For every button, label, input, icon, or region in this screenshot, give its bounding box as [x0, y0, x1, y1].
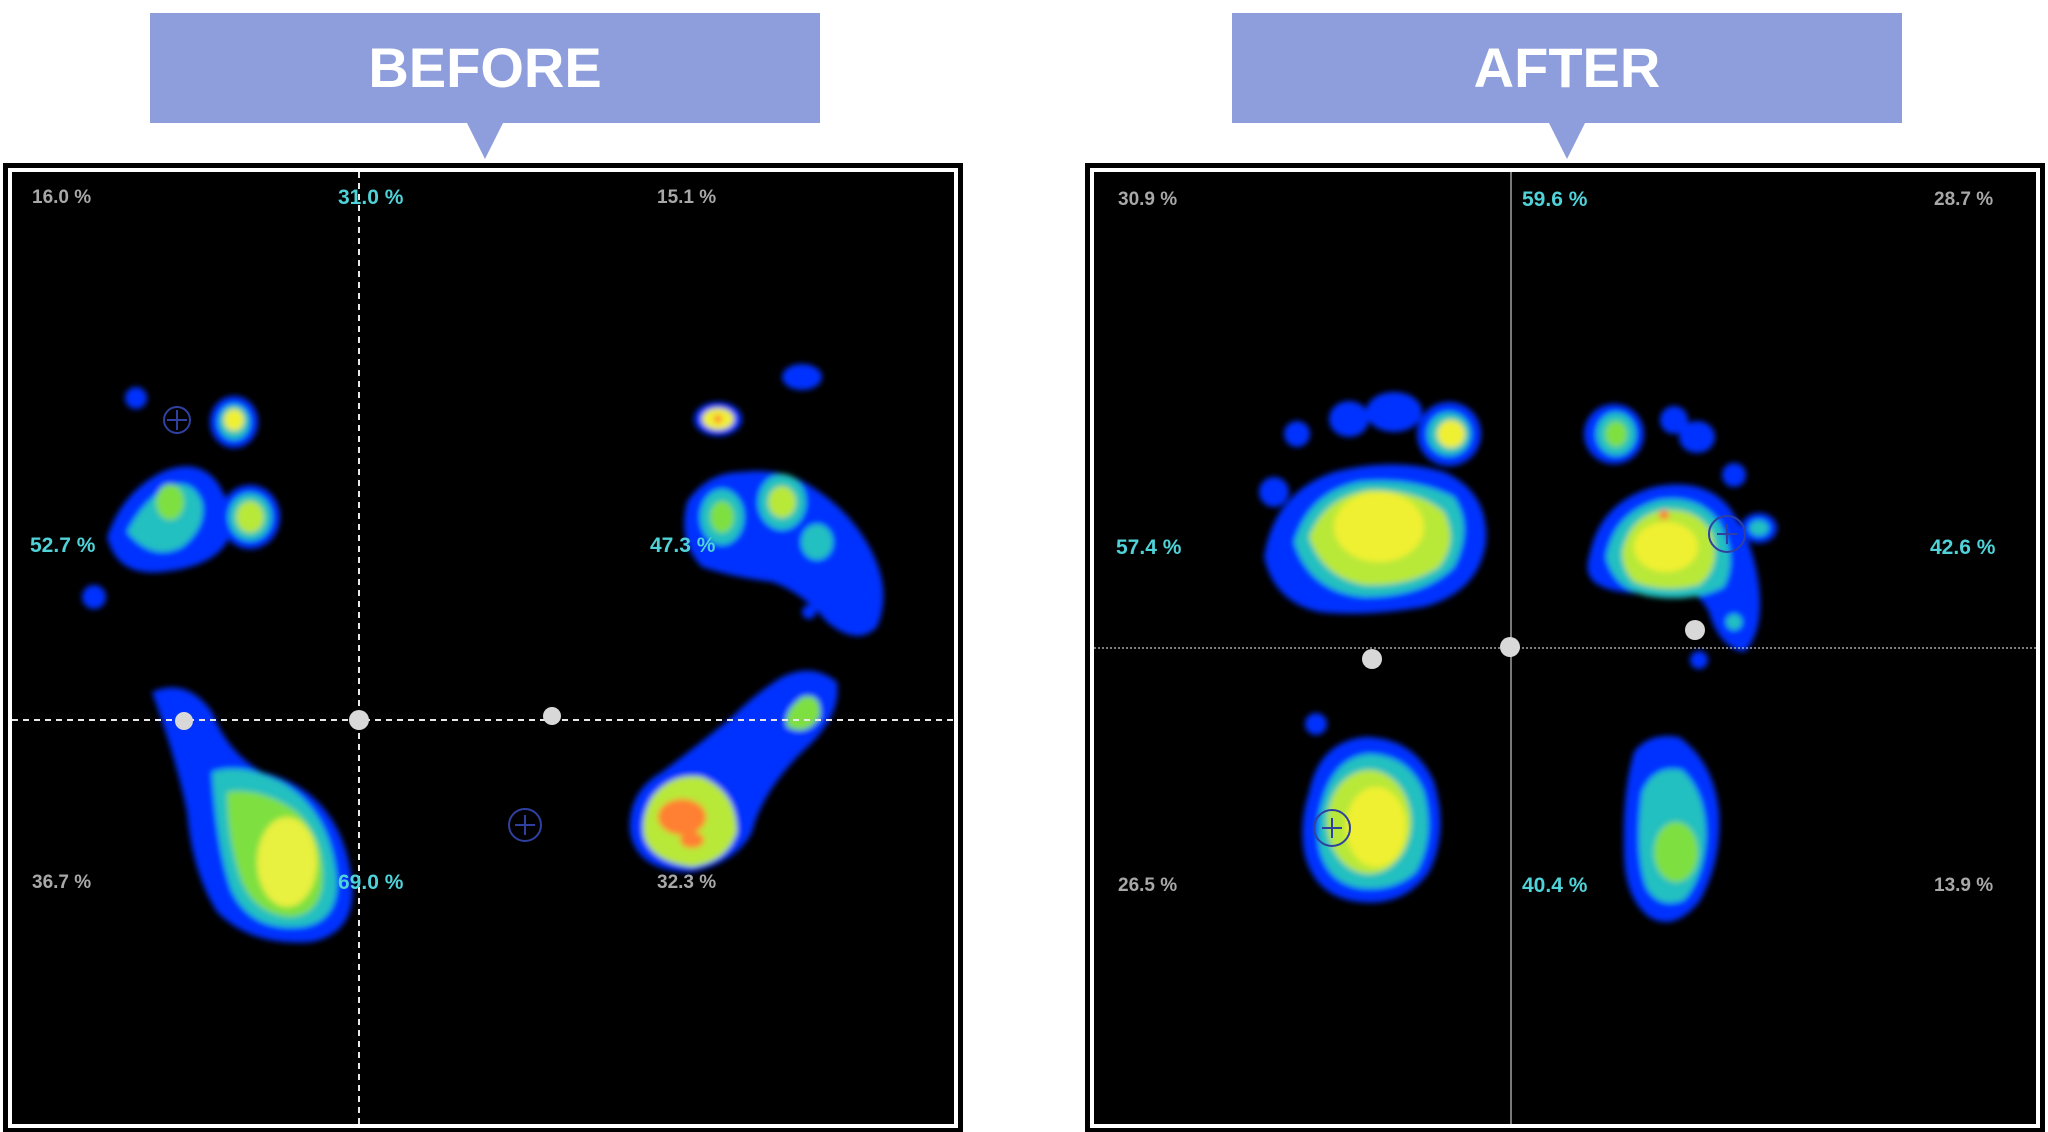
before-banner-pointer: [467, 123, 503, 159]
before-mid-left-pct: 52.7 %: [30, 534, 96, 557]
before-mid-right-pct: 47.3 %: [650, 534, 716, 557]
center-of-pressure-dot: [349, 710, 369, 730]
right-foot-target-marker: [508, 808, 542, 842]
after-top-center-pct: 59.6 %: [1522, 188, 1588, 211]
left-foot-toe-blob: [125, 387, 147, 409]
before-top-center-pct: 31.0 %: [338, 186, 404, 209]
right-foot-center-dot: [1685, 620, 1705, 640]
after-pressure-map: 30.9 % 59.6 % 28.7 % 57.4 % 42.6 % 26.5 …: [1090, 168, 2040, 1128]
center-of-pressure-dot: [1500, 637, 1520, 657]
after-bottom-center-pct: 40.4 %: [1522, 874, 1588, 897]
before-top-right-pct: 15.1 %: [657, 187, 717, 208]
left-foot-center-dot: [175, 712, 193, 730]
before-top-left-pct: 16.0 %: [32, 187, 92, 208]
left-foot-target-marker: [1313, 809, 1351, 847]
before-banner: BEFORE: [150, 13, 820, 159]
after-top-right-pct: 28.7 %: [1934, 189, 1994, 210]
after-mid-right-pct: 42.6 %: [1930, 536, 1996, 559]
after-heatmap: [1094, 172, 2036, 1124]
after-mid-left-pct: 57.4 %: [1116, 536, 1182, 559]
left-foot-center-dot: [1362, 649, 1382, 669]
before-heatmap: [12, 172, 954, 1124]
before-bottom-left-pct: 36.7 %: [32, 872, 92, 893]
after-title: AFTER: [1473, 36, 1661, 99]
after-bottom-right-pct: 13.9 %: [1934, 875, 1994, 896]
before-pressure-map: 16.0 % 31.0 % 15.1 % 52.7 % 47.3 % 36.7 …: [8, 168, 958, 1128]
after-banner: AFTER: [1232, 13, 1902, 159]
before-bottom-right-pct: 32.3 %: [657, 872, 717, 893]
right-foot-target-marker: [1708, 515, 1746, 553]
left-foot-target-marker: [163, 406, 191, 434]
before-title: BEFORE: [368, 36, 602, 99]
before-bottom-center-pct: 69.0 %: [338, 871, 404, 894]
right-foot-center-dot: [543, 707, 561, 725]
after-bottom-left-pct: 26.5 %: [1118, 875, 1178, 896]
after-top-left-pct: 30.9 %: [1118, 189, 1178, 210]
after-banner-pointer: [1549, 123, 1585, 159]
